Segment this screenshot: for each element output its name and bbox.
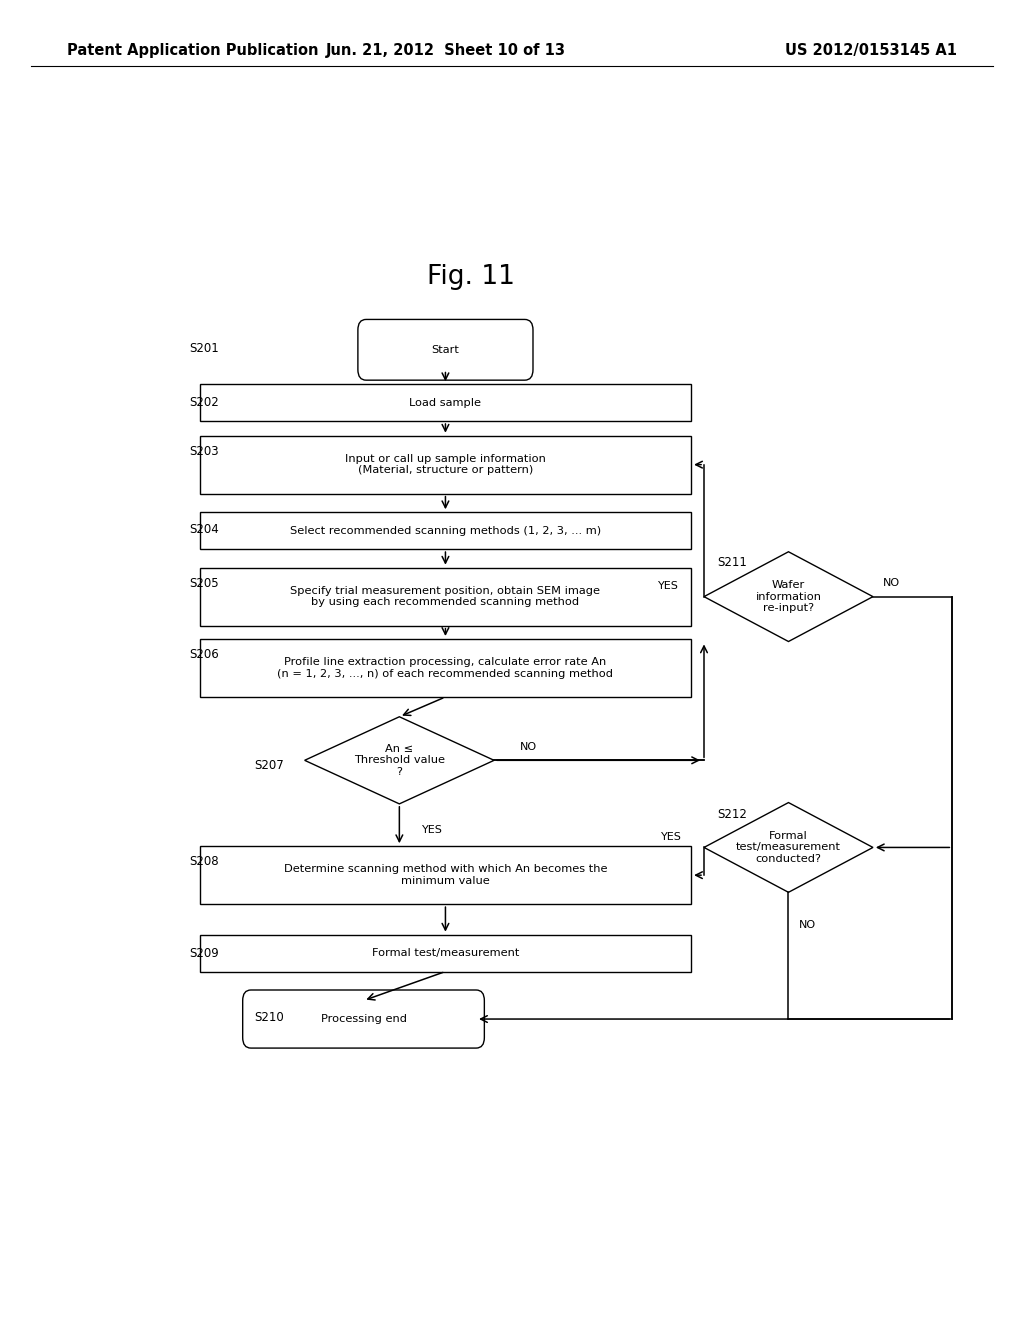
Text: S206: S206: [189, 648, 219, 661]
Text: Processing end: Processing end: [321, 1014, 407, 1024]
Text: S208: S208: [189, 855, 219, 869]
Text: NO: NO: [883, 578, 900, 589]
Text: YES: YES: [657, 581, 678, 591]
Text: S203: S203: [189, 445, 219, 458]
FancyBboxPatch shape: [358, 319, 532, 380]
Text: S207: S207: [254, 759, 284, 772]
Text: Start: Start: [431, 345, 460, 355]
Text: S212: S212: [717, 808, 746, 821]
Bar: [200, 384, 691, 421]
Text: An ≤
Threshold value
?: An ≤ Threshold value ?: [354, 743, 444, 777]
Text: NO: NO: [520, 742, 537, 752]
Text: Wafer
information
re-input?: Wafer information re-input?: [756, 579, 821, 614]
Text: YES: YES: [660, 832, 682, 842]
Text: Specify trial measurement position, obtain SEM image
by using each recommended s: Specify trial measurement position, obta…: [291, 586, 600, 607]
Text: S204: S204: [189, 523, 219, 536]
Text: S209: S209: [189, 946, 219, 960]
Text: YES: YES: [422, 825, 442, 836]
Polygon shape: [305, 717, 495, 804]
Text: Load sample: Load sample: [410, 397, 481, 408]
Text: Patent Application Publication: Patent Application Publication: [67, 42, 318, 58]
Text: Fig. 11: Fig. 11: [427, 264, 515, 290]
Bar: [200, 639, 691, 697]
Text: Profile line extraction processing, calculate error rate An
(n = 1, 2, 3, ..., n: Profile line extraction processing, calc…: [278, 657, 613, 678]
Bar: [200, 568, 691, 626]
Text: US 2012/0153145 A1: US 2012/0153145 A1: [785, 42, 957, 58]
Text: Input or call up sample information
(Material, structure or pattern): Input or call up sample information (Mat…: [345, 454, 546, 475]
Text: Jun. 21, 2012  Sheet 10 of 13: Jun. 21, 2012 Sheet 10 of 13: [326, 42, 565, 58]
Text: S202: S202: [189, 396, 219, 409]
Bar: [200, 846, 691, 904]
Bar: [200, 935, 691, 972]
Text: S210: S210: [254, 1011, 284, 1024]
FancyBboxPatch shape: [243, 990, 484, 1048]
Text: Formal
test/measurement
conducted?: Formal test/measurement conducted?: [736, 830, 841, 865]
Polygon shape: [705, 552, 872, 642]
Bar: [200, 436, 691, 494]
Text: Formal test/measurement: Formal test/measurement: [372, 948, 519, 958]
Bar: [200, 512, 691, 549]
Text: Determine scanning method with which An becomes the
minimum value: Determine scanning method with which An …: [284, 865, 607, 886]
Text: S211: S211: [717, 556, 746, 569]
Text: Select recommended scanning methods (1, 2, 3, ... m): Select recommended scanning methods (1, …: [290, 525, 601, 536]
Text: S201: S201: [189, 342, 219, 355]
Text: NO: NO: [799, 920, 816, 931]
Polygon shape: [705, 803, 872, 892]
Text: S205: S205: [189, 577, 219, 590]
